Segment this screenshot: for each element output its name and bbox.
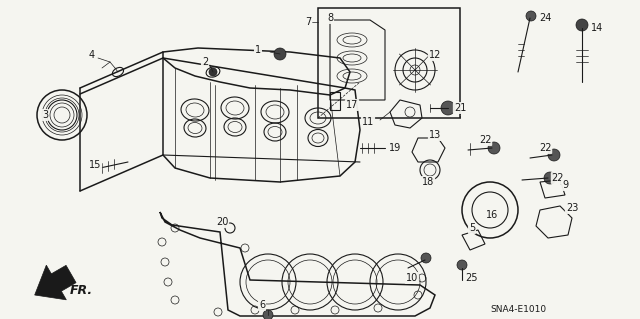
Text: 22: 22 xyxy=(539,143,551,153)
Text: 15: 15 xyxy=(89,160,101,170)
Circle shape xyxy=(274,48,286,60)
Text: 21: 21 xyxy=(454,103,466,113)
Text: 19: 19 xyxy=(389,143,401,153)
Text: 17: 17 xyxy=(346,100,358,110)
Circle shape xyxy=(263,310,273,319)
Circle shape xyxy=(526,11,536,21)
Text: 22: 22 xyxy=(552,173,564,183)
Text: 8: 8 xyxy=(327,13,333,23)
Text: 6: 6 xyxy=(259,300,265,310)
Text: 16: 16 xyxy=(486,210,498,220)
Text: 9: 9 xyxy=(562,180,568,190)
Circle shape xyxy=(421,253,431,263)
Text: 25: 25 xyxy=(466,273,478,283)
Text: 13: 13 xyxy=(429,130,441,140)
Text: SNA4-E1010: SNA4-E1010 xyxy=(490,306,546,315)
Circle shape xyxy=(544,172,556,184)
Text: 20: 20 xyxy=(216,217,228,227)
Text: 1: 1 xyxy=(255,45,261,55)
Polygon shape xyxy=(35,265,76,300)
Circle shape xyxy=(548,149,560,161)
Text: 5: 5 xyxy=(469,223,475,233)
Circle shape xyxy=(576,19,588,31)
Text: 23: 23 xyxy=(566,203,578,213)
Text: 2: 2 xyxy=(202,57,208,67)
Text: 7: 7 xyxy=(305,17,311,27)
Text: 24: 24 xyxy=(539,13,551,23)
Circle shape xyxy=(441,101,455,115)
Text: 3: 3 xyxy=(42,110,48,120)
Text: 10: 10 xyxy=(406,273,418,283)
Circle shape xyxy=(488,142,500,154)
Text: 22: 22 xyxy=(479,135,492,145)
Text: FR.: FR. xyxy=(70,284,93,296)
Text: 11: 11 xyxy=(362,117,374,127)
Text: 14: 14 xyxy=(591,23,603,33)
Circle shape xyxy=(457,260,467,270)
Text: 4: 4 xyxy=(89,50,95,60)
Circle shape xyxy=(209,68,217,76)
Text: 18: 18 xyxy=(422,177,434,187)
Text: 12: 12 xyxy=(429,50,441,60)
